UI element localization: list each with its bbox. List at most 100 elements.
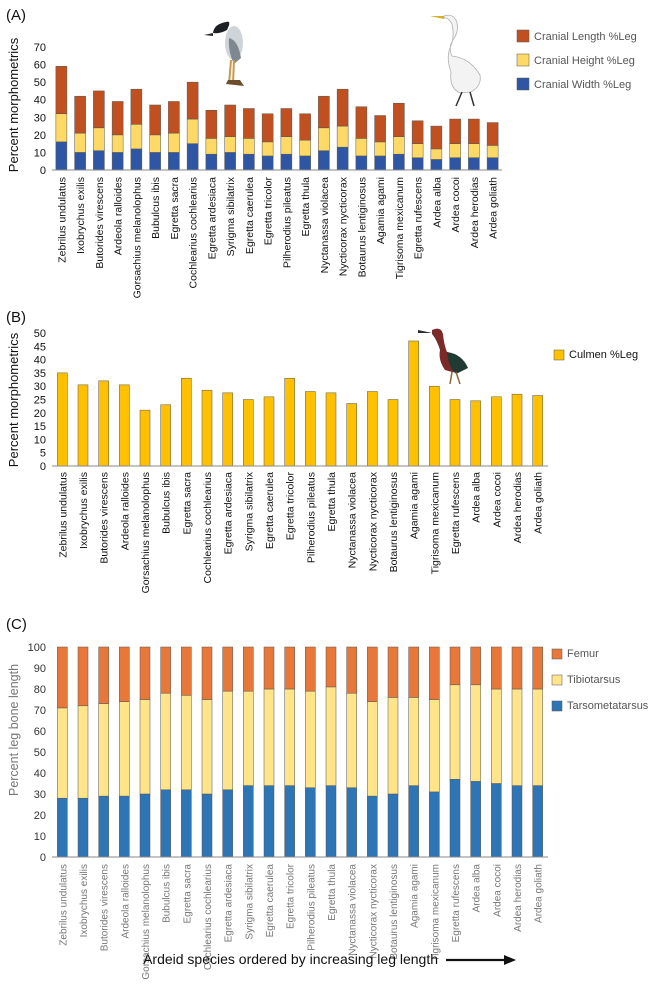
bar-femur <box>367 646 378 702</box>
x-tick-label: Ardea herodias <box>469 177 481 248</box>
bar-cranial-width-leg <box>411 157 424 171</box>
bar-cranial-length-leg <box>280 108 293 137</box>
x-tick-label: Gorsachius melanolophus <box>140 472 152 593</box>
bar-cranial-width-leg <box>55 141 68 171</box>
bar-culmen-leg <box>57 372 68 467</box>
y-tick-label: 10 <box>34 147 46 159</box>
right-arrow-icon <box>445 952 516 968</box>
bar-cranial-height-leg <box>74 132 86 153</box>
y-tick-label: 50 <box>34 77 46 89</box>
bar-culmen-leg <box>325 392 337 467</box>
x-tick-label: Egretta sacra <box>169 177 181 240</box>
bar-cranial-length-leg <box>74 95 86 134</box>
x-tick-label: Tigrisoma mexicanum <box>429 472 441 575</box>
bar-tibiotarsus <box>57 707 68 799</box>
legend-label: Cranial Length %Leg <box>534 31 637 43</box>
x-tick-label: Pilherodius pileatus <box>306 864 317 951</box>
bar-cranial-width-leg <box>149 152 161 171</box>
y-tick-label: 80 <box>34 684 46 696</box>
panel-label-b: (B) <box>6 309 26 326</box>
x-tick-label: Syrigma sibilatrix <box>243 471 255 551</box>
x-tick-label: Nyctanassa violacea <box>348 864 359 956</box>
bar-femur <box>284 646 295 690</box>
bar-femur <box>387 646 399 698</box>
bar-cranial-width-leg <box>186 143 199 171</box>
x-tick-label: Syrigma sibilatrix <box>225 176 237 256</box>
bar-cranial-height-leg <box>449 143 461 158</box>
x-tick-label: Ardea alba <box>472 864 483 913</box>
bar-tibiotarsus <box>284 688 295 786</box>
panel-c: (C) Percent leg bone length 0 10 20 30 40 50 6… <box>6 616 649 980</box>
bar-femur <box>532 646 543 690</box>
bar-cranial-width-leg <box>355 155 368 171</box>
bar-tibiotarsus <box>139 699 151 795</box>
panel-a: (A) Percent morphometrics 0 10 20 30 40 50 60 7… <box>6 7 637 298</box>
bar-cranial-width-leg <box>468 157 480 171</box>
x-tick-label: Ardea goliath <box>533 472 545 534</box>
y-axis-label-b: Percent morphometrics <box>6 332 21 467</box>
bar-femur <box>181 646 192 696</box>
bar-tibiotarsus <box>325 686 337 786</box>
bar-cranial-width-leg <box>336 146 349 171</box>
bar-cranial-length-leg <box>374 115 386 143</box>
bar-tibiotarsus <box>491 688 502 784</box>
bar-tarsometatarsus <box>305 787 316 858</box>
bar-cranial-length-leg <box>186 81 199 120</box>
y-tick-label: 60 <box>34 726 46 738</box>
x-tick-label: Nycticorax nycticorax <box>368 864 379 958</box>
x-tick-label: Nycticorax nycticorax <box>367 471 379 571</box>
bar-femur <box>491 646 502 690</box>
bar-tarsometatarsus <box>532 785 543 858</box>
bar-cranial-height-leg <box>374 141 386 157</box>
bar-cranial-length-leg <box>355 106 368 139</box>
bar-cranial-height-leg <box>186 118 199 144</box>
x-tick-label: Egretta caerulea <box>265 864 276 938</box>
bar-tibiotarsus <box>367 701 378 797</box>
bar-culmen-leg <box>284 377 295 467</box>
bar-cranial-height-leg <box>55 113 68 143</box>
bar-femur <box>160 646 171 694</box>
bar-tarsometatarsus <box>367 795 378 858</box>
x-tick-label: Ixobrychus exilis <box>79 864 90 937</box>
bar-cranial-length-leg <box>111 101 124 136</box>
y-tick-label: 50 <box>34 328 46 340</box>
legend-label: Culmen %Leg <box>569 349 638 361</box>
bar-culmen-leg <box>305 391 316 467</box>
bar-tarsometatarsus <box>160 789 171 858</box>
legend-swatch <box>551 648 563 660</box>
bar-cranial-width-leg <box>486 157 499 171</box>
x-tick-label: Egretta ardesiaca <box>206 177 218 259</box>
y-tick-label: 30 <box>34 381 46 393</box>
bar-culmen-leg <box>201 389 213 467</box>
bar-cranial-length-leg <box>243 108 255 139</box>
bar-culmen-leg <box>160 404 171 467</box>
bar-cranial-height-leg <box>93 127 105 151</box>
y-tick-label: 0 <box>40 852 46 864</box>
legend-swatch <box>516 53 530 67</box>
x-tick-label: Cochlearius cochlearius <box>202 472 214 583</box>
x-tick-label: Nycticorax nycticorax <box>338 176 350 276</box>
x-tick-label: Ardea herodias <box>512 472 524 543</box>
bar-culmen-leg <box>77 384 89 467</box>
bar-femur <box>429 646 440 700</box>
bar-cranial-height-leg <box>205 138 218 155</box>
y-tick-label: 15 <box>34 421 46 433</box>
x-tick-label: Egretta rufescens <box>450 472 462 554</box>
bar-tarsometatarsus <box>429 791 440 858</box>
bar-tibiotarsus <box>98 703 109 797</box>
bar-cranial-width-leg <box>74 152 86 171</box>
x-tick-label: Bubulcus ibis <box>161 472 173 534</box>
bar-tarsometatarsus <box>57 797 68 858</box>
x-tick-label: Egretta ardesiaca <box>224 864 235 943</box>
y-tick-label: 0 <box>40 461 46 473</box>
y-tick-label: 70 <box>34 705 46 717</box>
bar-cranial-height-leg <box>261 141 274 157</box>
bar-cranial-width-leg <box>280 153 293 171</box>
x-tick-label: Egretta ardesiaca <box>223 472 235 554</box>
bar-culmen-leg <box>98 380 109 467</box>
bar-femur <box>222 646 233 692</box>
bar-tibiotarsus <box>429 699 440 793</box>
bar-tibiotarsus <box>181 695 192 791</box>
